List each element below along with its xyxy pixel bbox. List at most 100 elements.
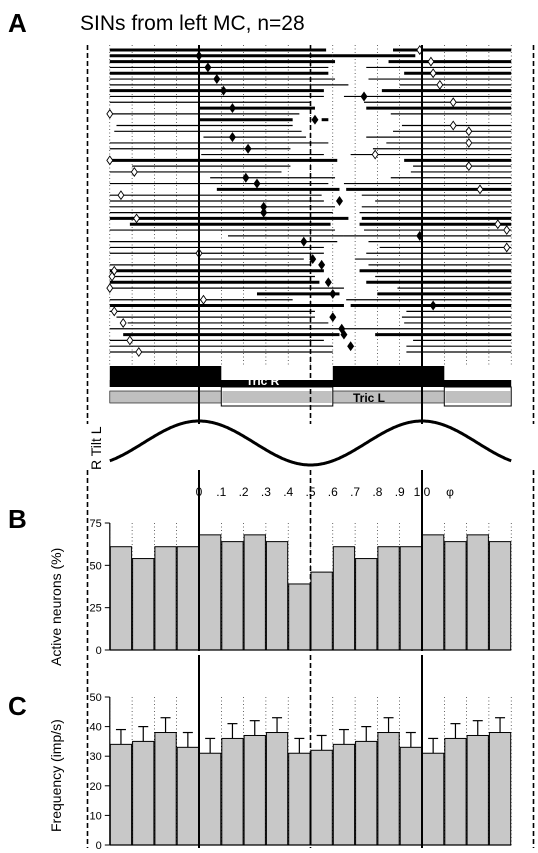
raster-row <box>109 56 512 67</box>
preferred-phase-marker-filled <box>220 85 228 96</box>
preferred-phase-marker-open <box>119 317 127 328</box>
preferred-phase-marker-filled <box>429 300 437 311</box>
preferred-phase-marker-filled <box>311 114 319 125</box>
bar <box>288 752 311 846</box>
bar <box>243 534 266 651</box>
preferred-phase-marker-open <box>106 108 114 119</box>
bar <box>265 541 289 651</box>
tilt-wave <box>109 419 512 467</box>
preferred-phase-marker-open <box>449 120 457 131</box>
y-tick-label: 10 <box>90 810 102 822</box>
bar <box>221 541 244 651</box>
y-tick-label: 75 <box>90 518 102 530</box>
raster-row <box>106 108 512 119</box>
preferred-phase-marker-filled <box>329 312 337 323</box>
bar <box>355 558 378 651</box>
bar <box>377 546 400 651</box>
raster-row <box>201 149 512 160</box>
preferred-phase-marker-open <box>429 68 437 79</box>
raster-row <box>106 283 512 294</box>
preferred-phase-marker-open <box>476 184 484 195</box>
bar <box>377 732 400 846</box>
raster-row <box>109 213 512 224</box>
phase-label: .2 <box>239 485 249 499</box>
raster-row <box>109 137 512 148</box>
preferred-phase-marker-open <box>436 79 444 90</box>
preferred-phase-marker-filled <box>318 259 326 270</box>
preferred-phase-marker-filled <box>324 277 332 288</box>
bar <box>332 743 356 846</box>
tilt-sine-curve <box>109 419 512 467</box>
panel-c-ylabel: Frequency (imp/s) <box>48 719 64 832</box>
raster-row <box>109 306 512 317</box>
figure-title: SINs from left MC, n=28 <box>80 12 305 35</box>
raster-row <box>109 265 512 276</box>
phase-label: .8 <box>372 485 382 499</box>
bar <box>422 534 445 651</box>
phase-label: .6 <box>328 485 338 499</box>
preferred-phase-marker-filled <box>336 196 343 206</box>
preferred-phase-marker-open <box>427 56 435 67</box>
panel-c-chart: 0 10 20 30 40 50 <box>90 692 512 852</box>
bar <box>422 752 445 846</box>
y-tick-label: 0 <box>96 840 102 852</box>
raster-row <box>227 230 512 241</box>
y-tick-label: 30 <box>90 751 102 763</box>
bar <box>109 743 133 846</box>
tric-l-label: Tric L <box>353 391 385 405</box>
y-tick-label: 25 <box>90 603 102 615</box>
bar <box>199 534 222 651</box>
preferred-phase-marker-filled <box>347 341 355 352</box>
preferred-phase-marker-open <box>465 137 473 148</box>
bar <box>488 732 512 846</box>
bar <box>221 737 244 846</box>
preferred-phase-marker-open <box>503 225 511 236</box>
raster-row <box>109 91 512 102</box>
raster-row <box>203 132 512 143</box>
raster-row <box>106 155 512 166</box>
preferred-phase-marker-filled <box>300 236 308 247</box>
bar <box>176 546 199 651</box>
bar <box>355 740 378 846</box>
raster-row <box>109 335 512 346</box>
preferred-phase-marker-open <box>106 155 114 166</box>
preferred-phase-marker-open <box>199 294 207 305</box>
raster-row <box>109 85 512 96</box>
phase-label: .9 <box>395 485 405 499</box>
bar <box>488 541 512 651</box>
bar <box>243 734 266 846</box>
preferred-phase-marker-filled <box>329 288 337 299</box>
phase-label: .5 <box>305 485 315 499</box>
bar <box>154 546 177 651</box>
panel-letter-b: B <box>8 504 27 534</box>
y-tick-label: 40 <box>90 722 102 734</box>
bar <box>466 734 489 846</box>
y-tick-label: 50 <box>90 692 102 704</box>
y-tick-label: 0 <box>96 645 102 657</box>
raster-row <box>109 225 512 236</box>
bar <box>310 749 333 846</box>
panel-b-ylabel: Active neurons (%) <box>48 548 64 666</box>
tric-r-active <box>332 366 445 387</box>
preferred-phase-marker-filled <box>228 132 236 143</box>
phase-label: .1 <box>216 485 226 499</box>
tric-l-fill <box>445 391 511 403</box>
raster-row <box>116 312 512 323</box>
bar <box>132 558 155 651</box>
raster-row <box>216 184 512 195</box>
bar <box>265 732 289 846</box>
raster-row <box>109 248 512 259</box>
phase-label: .3 <box>261 485 271 499</box>
bar <box>109 546 133 651</box>
preferred-phase-marker-open <box>465 126 473 137</box>
preferred-phase-marker-filled <box>242 172 250 183</box>
bar <box>399 546 423 651</box>
raster-row <box>109 341 512 352</box>
preferred-phase-marker-filled <box>260 207 268 218</box>
raster-row <box>109 79 512 90</box>
bar <box>176 746 199 846</box>
bar <box>199 752 222 846</box>
preferred-phase-marker-filled <box>340 329 348 340</box>
raster-row <box>256 288 512 299</box>
